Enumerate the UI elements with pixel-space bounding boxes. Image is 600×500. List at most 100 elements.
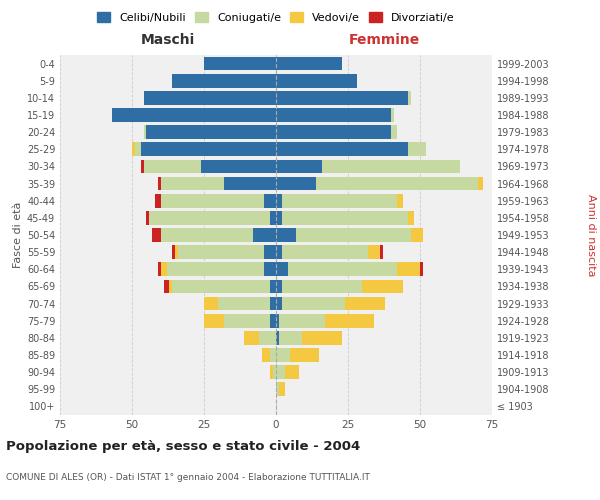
Text: Popolazione per età, sesso e stato civile - 2004: Popolazione per età, sesso e stato civil…	[6, 440, 360, 453]
Bar	[149, 211, 270, 224]
Bar	[391, 108, 394, 122]
Text: Maschi: Maschi	[141, 34, 195, 48]
Bar	[135, 142, 140, 156]
Bar	[273, 366, 276, 379]
Bar	[276, 314, 279, 328]
Bar	[244, 331, 259, 344]
Bar	[276, 160, 322, 173]
Bar	[161, 228, 253, 242]
Text: Femmine: Femmine	[349, 34, 419, 48]
Bar	[178, 246, 265, 259]
Bar	[143, 126, 146, 139]
Bar	[140, 142, 276, 156]
Bar	[420, 262, 423, 276]
Bar	[270, 280, 276, 293]
Bar	[282, 246, 368, 259]
Bar	[270, 296, 276, 310]
Bar	[172, 74, 276, 88]
Bar	[276, 348, 290, 362]
Bar	[296, 228, 412, 242]
Bar	[169, 280, 172, 293]
Bar	[143, 160, 201, 173]
Bar	[161, 176, 224, 190]
Bar	[276, 91, 409, 104]
Bar	[270, 314, 276, 328]
Bar	[201, 160, 276, 173]
Bar	[276, 382, 279, 396]
Bar	[276, 211, 282, 224]
Bar	[276, 126, 391, 139]
Bar	[161, 262, 167, 276]
Bar	[224, 314, 270, 328]
Bar	[276, 56, 342, 70]
Text: COMUNE DI ALES (OR) - Dati ISTAT 1° gennaio 2004 - Elaborazione TUTTITALIA.IT: COMUNE DI ALES (OR) - Dati ISTAT 1° genn…	[6, 473, 370, 482]
Bar	[204, 56, 276, 70]
Bar	[276, 74, 356, 88]
Bar	[155, 194, 161, 207]
Bar	[322, 160, 460, 173]
Bar	[282, 194, 397, 207]
Bar	[164, 280, 169, 293]
Bar	[270, 348, 276, 362]
Bar	[175, 246, 178, 259]
Bar	[391, 126, 397, 139]
Text: Anni di nascita: Anni di nascita	[586, 194, 596, 276]
Bar	[276, 296, 282, 310]
Bar	[158, 262, 161, 276]
Bar	[290, 348, 319, 362]
Bar	[284, 366, 299, 379]
Bar	[282, 211, 409, 224]
Bar	[276, 331, 279, 344]
Bar	[282, 296, 345, 310]
Bar	[279, 331, 302, 344]
Bar	[279, 314, 325, 328]
Bar	[409, 211, 414, 224]
Bar	[218, 296, 270, 310]
Bar	[112, 108, 276, 122]
Bar	[276, 366, 284, 379]
Bar	[345, 296, 385, 310]
Bar	[276, 176, 316, 190]
Bar	[409, 91, 412, 104]
Bar	[140, 160, 143, 173]
Bar	[265, 246, 276, 259]
Bar	[262, 348, 270, 362]
Bar	[204, 314, 224, 328]
Bar	[224, 176, 276, 190]
Bar	[253, 228, 276, 242]
Bar	[279, 382, 284, 396]
Bar	[409, 142, 426, 156]
Bar	[282, 280, 362, 293]
Bar	[259, 331, 276, 344]
Bar	[316, 176, 478, 190]
Bar	[276, 228, 296, 242]
Bar	[276, 280, 282, 293]
Bar	[276, 108, 391, 122]
Bar	[276, 262, 287, 276]
Bar	[158, 176, 161, 190]
Bar	[161, 194, 265, 207]
Bar	[478, 176, 484, 190]
Bar	[276, 142, 409, 156]
Bar	[204, 296, 218, 310]
Bar	[362, 280, 403, 293]
Legend: Celibi/Nubili, Coniugati/e, Vedovi/e, Divorziati/e: Celibi/Nubili, Coniugati/e, Vedovi/e, Di…	[93, 8, 459, 28]
Bar	[368, 246, 380, 259]
Bar	[146, 126, 276, 139]
Bar	[397, 262, 420, 276]
Y-axis label: Fasce di età: Fasce di età	[13, 202, 23, 268]
Bar	[380, 246, 383, 259]
Bar	[172, 280, 270, 293]
Bar	[287, 262, 397, 276]
Bar	[172, 246, 175, 259]
Bar	[132, 142, 135, 156]
Bar	[276, 246, 282, 259]
Bar	[265, 194, 276, 207]
Bar	[276, 194, 282, 207]
Bar	[167, 262, 265, 276]
Bar	[412, 228, 423, 242]
Bar	[325, 314, 374, 328]
Bar	[302, 331, 342, 344]
Bar	[143, 91, 276, 104]
Bar	[270, 211, 276, 224]
